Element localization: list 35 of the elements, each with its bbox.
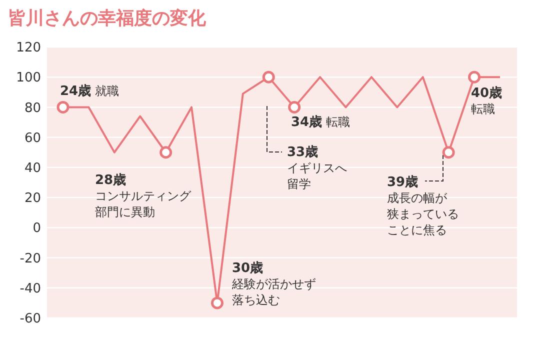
annotation: 留学 xyxy=(287,177,311,191)
y-tick-label: -60 xyxy=(20,312,41,327)
annotation: 狭まっている xyxy=(387,207,459,221)
point xyxy=(160,146,172,159)
annotation: 28歳 xyxy=(95,173,126,188)
y-tick-label: 60 xyxy=(24,130,41,146)
y-tick-label: -40 xyxy=(20,281,41,296)
annotation: 経験が活かせず xyxy=(231,277,316,291)
y-tick-label: 0 xyxy=(32,221,41,236)
annotation: イギリスへ xyxy=(287,161,347,175)
annotation: 39歳 xyxy=(387,175,418,190)
y-tick-label: 40 xyxy=(24,160,41,176)
annotation: 成長の幅が xyxy=(387,191,448,205)
annotation: コンサルティング xyxy=(95,189,192,203)
annotation: 24歳 就職 xyxy=(60,84,119,99)
point xyxy=(442,146,455,159)
point xyxy=(210,296,224,310)
annotation: ことに焦る xyxy=(387,223,447,237)
annotation: 30歳 xyxy=(232,261,264,276)
annotation: 部門に異動 xyxy=(95,205,155,219)
annotation: 落ち込む xyxy=(232,293,280,307)
point xyxy=(468,70,481,84)
y-tick-label: 120 xyxy=(16,40,41,56)
y-tick-label: 100 xyxy=(16,70,41,86)
annotation: 33歳 xyxy=(287,145,318,160)
annotation: 34歳 転職 xyxy=(291,115,350,130)
y-tick-label: 80 xyxy=(24,100,41,116)
annotation: 40歳 xyxy=(471,86,502,101)
y-tick-label: 20 xyxy=(24,191,41,206)
annotation: 転職 xyxy=(471,102,495,116)
chart-title: 皆川さんの幸福度の変化 xyxy=(8,8,207,29)
point xyxy=(262,70,275,84)
y-tick-label: -20 xyxy=(20,251,41,266)
point xyxy=(288,100,301,114)
point xyxy=(56,100,70,114)
